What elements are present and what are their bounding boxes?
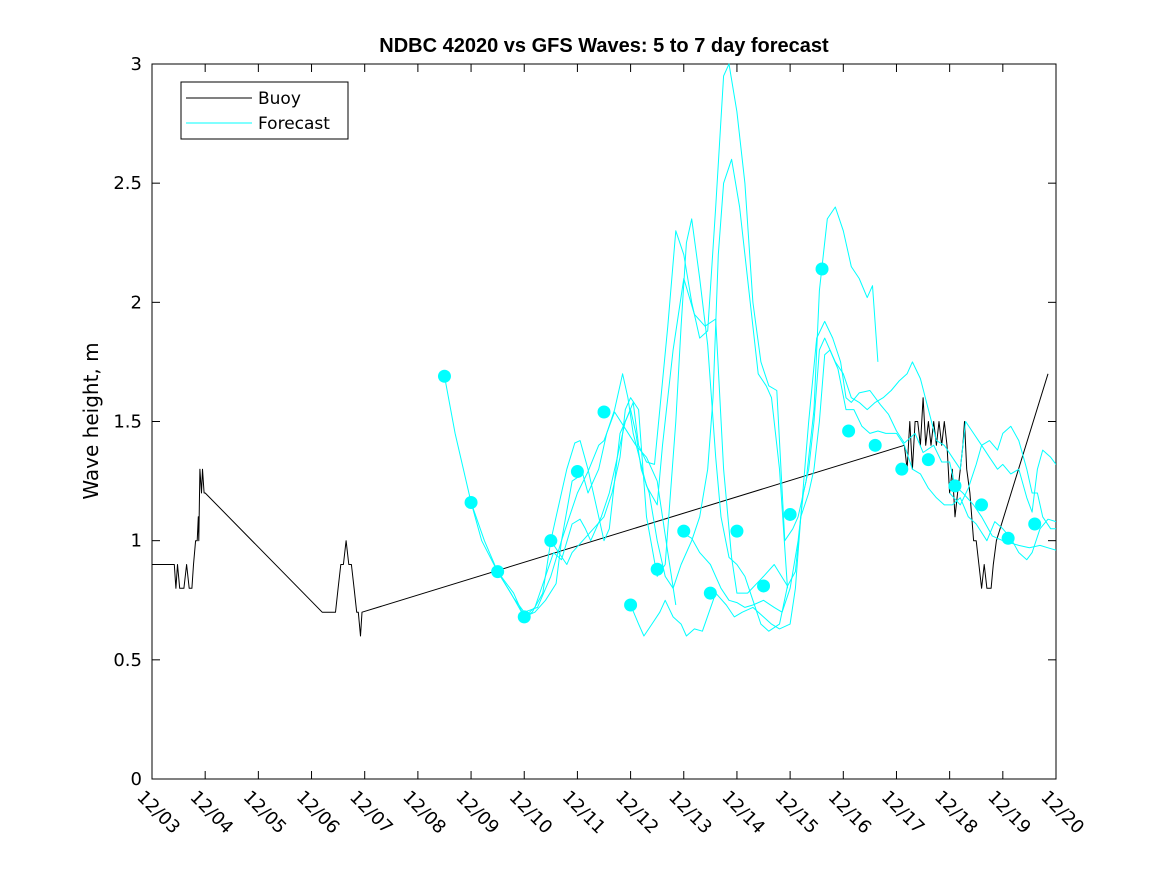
series-group [152,63,1056,637]
y-tick-label: 3 [131,54,142,75]
forecast-marker [757,579,771,593]
forecast-marker [491,565,505,579]
y-tick-label: 1 [131,531,142,552]
forecast-marker [570,465,584,479]
forecast-marker [842,424,856,438]
forecast-marker [650,562,664,576]
forecast-marker [544,534,558,548]
y-tick-label: 0 [131,769,142,790]
forecast-marker [703,586,717,600]
y-tick-label: 2 [131,292,142,313]
forecast-line [497,158,788,618]
legend-label: Buoy [258,89,301,109]
y-tick-label: 1.5 [113,412,142,433]
forecast-line [683,337,1056,613]
chart-title: NDBC 42020 vs GFS Waves: 5 to 7 day fore… [379,35,829,57]
y-tick-label: 2.5 [113,173,142,194]
forecast-marker [921,453,935,467]
forecast-marker [677,524,691,538]
forecast-marker [868,438,882,452]
forecast-marker [730,524,744,538]
forecast-line [470,278,788,618]
y-axis-label: Wave height, m [79,342,103,499]
forecast-marker [783,507,797,521]
forecast-marker [975,498,989,512]
axes-frame [151,63,1057,780]
legend: Buoy Forecast [180,81,349,140]
forecast-marker [517,610,531,624]
legend-label: Forecast [258,114,330,134]
forecast-marker [437,369,451,383]
forecast-marker [895,462,909,476]
legend-box [180,81,349,140]
forecast-line [949,425,1056,530]
forecast-marker [1028,517,1042,531]
buoy-line [152,373,1049,637]
forecast-marker [597,405,611,419]
forecast-marker [1001,531,1015,545]
y-tick-label: 0.5 [113,650,142,671]
forecast-marker [815,262,829,276]
forecast-line [630,349,1056,637]
forecast-marker [464,496,478,510]
forecast-marker [624,598,638,612]
forecast-marker [948,479,962,493]
